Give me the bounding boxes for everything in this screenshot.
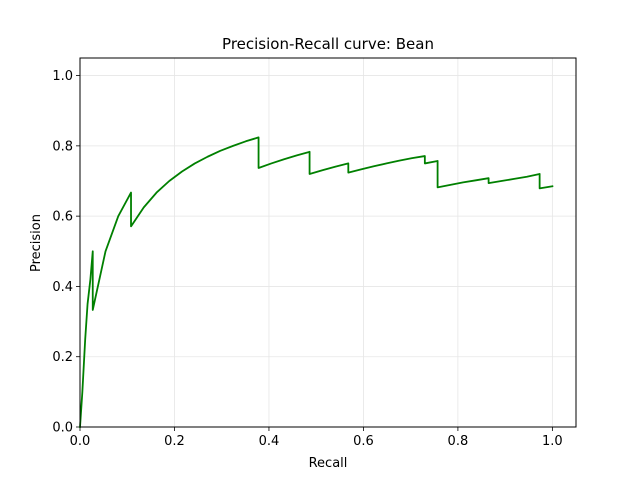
series-layer [79,136,554,428]
y-axis-label: Precision [29,214,44,272]
y-tick-label: 0.2 [52,350,73,365]
x-tick-label: 0.8 [448,434,469,449]
pr-curve-line [79,136,554,428]
x-axis-label: Recall [309,456,348,471]
axis-ticks: 0.0 0.2 0.4 0.6 0.8 1.0 0.0 0.2 0.4 0.6 0.8 1.0 [52,69,562,449]
x-tick-label: 0.0 [70,434,91,449]
y-tick-label: 0.6 [52,210,73,225]
y-tick-label: 1.0 [52,69,73,84]
x-tick-label: 0.6 [353,434,374,449]
x-tick-label: 0.2 [164,434,185,449]
x-tick-label: 1.0 [542,434,563,449]
plot-frame [79,57,577,428]
x-tick-label: 0.4 [259,434,280,449]
chart-title: Precision-Recall curve: Bean [222,35,434,53]
y-tick-label: 0.0 [52,421,73,436]
grid-lines [79,58,576,428]
y-tick-label: 0.8 [52,139,73,154]
y-tick-label: 0.4 [52,280,73,295]
